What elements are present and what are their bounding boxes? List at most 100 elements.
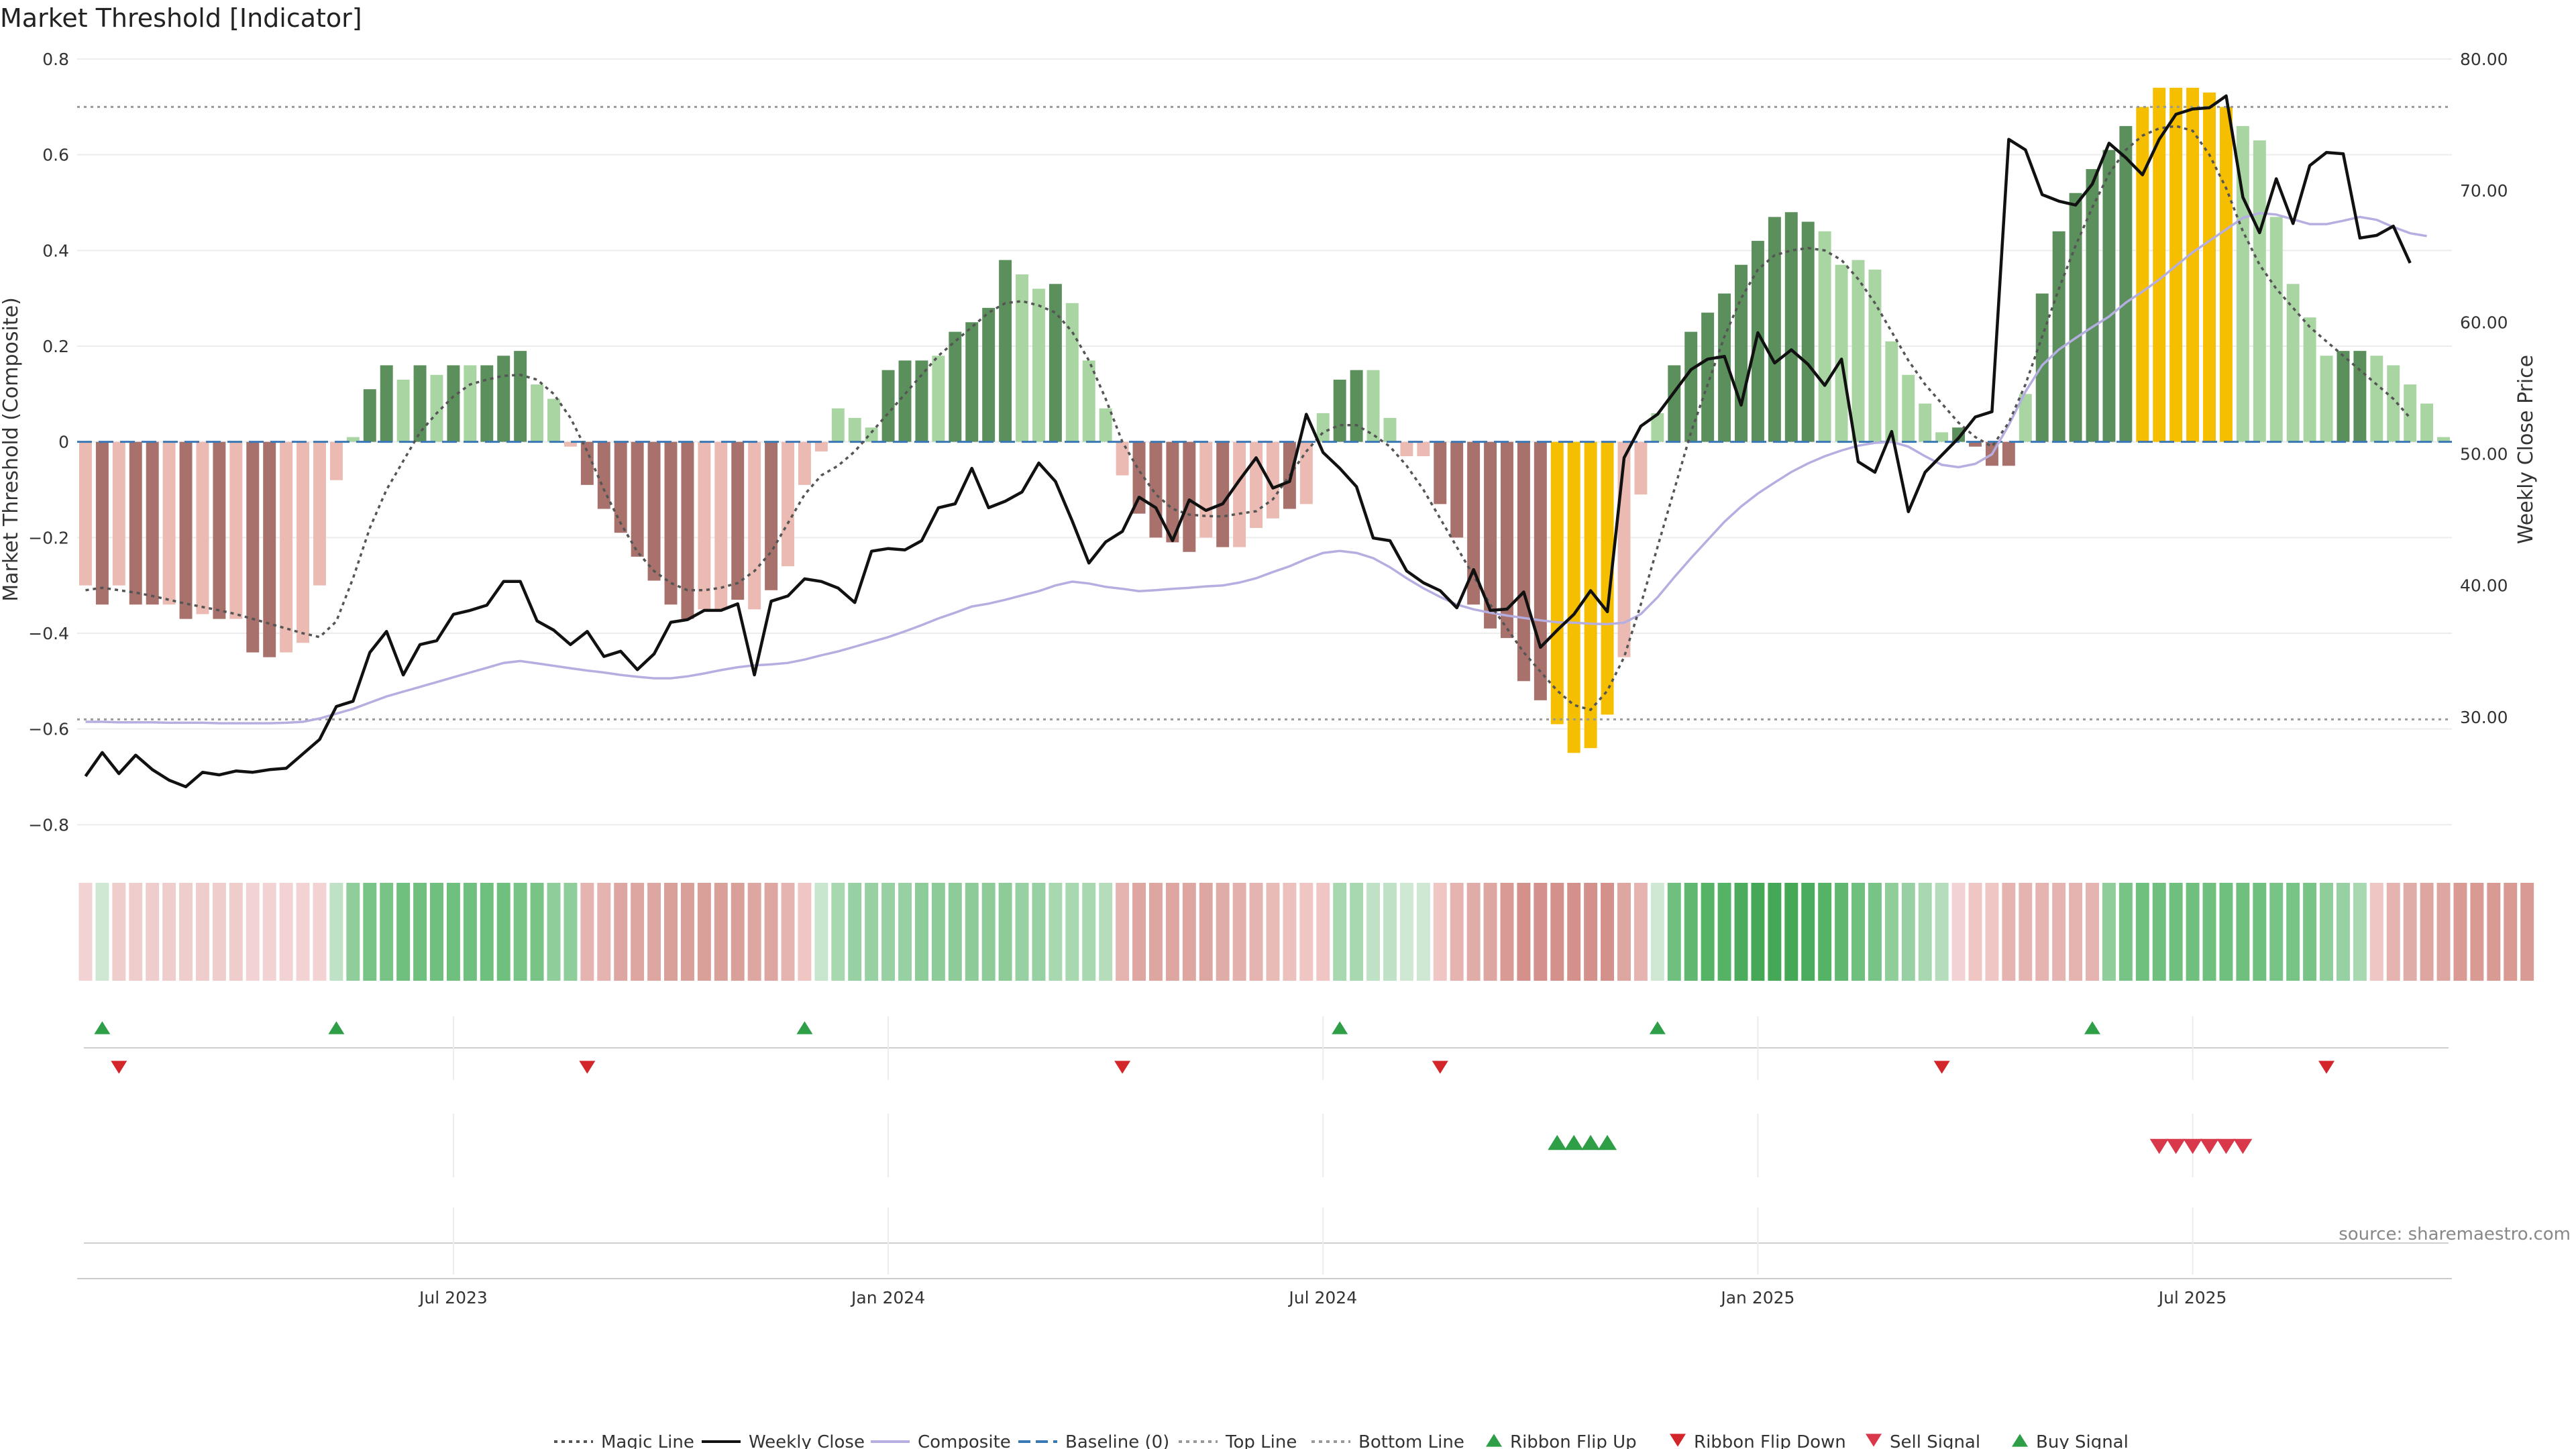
ribbon-cell	[914, 883, 928, 981]
ribbon-flip-up-marker	[328, 1021, 345, 1034]
sell-signal-marker	[2233, 1138, 2253, 1155]
magic-line	[85, 125, 2412, 712]
source-note: source: sharemaestro.com	[2339, 1224, 2571, 1244]
y-tick-left-label: −0.4	[28, 624, 69, 643]
composite-bar	[681, 441, 694, 619]
ribbon-cell	[2253, 883, 2267, 981]
y-tick-right-label: 30.00	[2460, 708, 2508, 727]
ribbon-cell	[2169, 883, 2183, 981]
composite-bar	[2069, 193, 2082, 442]
ribbon-cell	[731, 883, 745, 981]
ribbon-cell	[2118, 883, 2133, 981]
composite-bar	[2337, 351, 2350, 442]
ribbon-cell	[1015, 883, 1029, 981]
ribbon-cell	[2202, 883, 2216, 981]
ribbon-cell	[1116, 883, 1130, 981]
ribbon-cell	[547, 883, 561, 981]
composite-bar	[2219, 107, 2233, 442]
sell-signal-marker	[2183, 1138, 2202, 1155]
ribbon-cell	[2470, 883, 2484, 981]
composite-bar	[2186, 87, 2200, 442]
ribbon-cell	[496, 883, 511, 981]
y-tick-left-label: −0.2	[28, 528, 69, 547]
ribbon-cell	[1416, 883, 1430, 981]
composite-bar	[196, 441, 209, 614]
composite-bar	[1116, 441, 1129, 476]
ribbon-cell	[580, 883, 594, 981]
composite-bar	[2404, 384, 2417, 442]
ribbon-cell	[631, 883, 645, 981]
composite-bar	[1266, 441, 1279, 519]
composite-bar	[1316, 413, 1330, 442]
composite-bar	[1366, 370, 1380, 442]
composite-bar	[865, 427, 878, 442]
y-tick-left-label: 0.4	[42, 241, 69, 260]
ribbon-cell	[95, 883, 109, 981]
legend-label: Ribbon Flip Down	[1694, 1432, 1846, 1449]
composite-bar	[1065, 303, 1079, 442]
buy-signal-marker	[1548, 1134, 1567, 1150]
composite-bar	[246, 441, 260, 653]
composite-bar	[1400, 441, 1413, 457]
legend-label: Magic Line	[601, 1432, 694, 1449]
ribbon-cell	[363, 883, 377, 981]
composite-bar	[798, 441, 811, 485]
ribbon-cell	[1768, 883, 1782, 981]
composite-bar	[1885, 341, 1898, 442]
ribbon-flip-down-marker	[2318, 1061, 2335, 1074]
sell-signal-marker	[2216, 1138, 2236, 1155]
ribbon-cell	[2069, 883, 2083, 981]
composite-bar	[932, 356, 945, 442]
composite-bar	[2119, 125, 2133, 442]
ribbon-cell	[1399, 883, 1413, 981]
ribbon-flip-up-marker	[796, 1021, 813, 1034]
composite-bar	[2002, 441, 2015, 466]
ribbon-cell	[1918, 883, 1932, 981]
composite-bar	[1233, 441, 1246, 547]
composite-bar	[213, 441, 226, 619]
ribbon-flip-down-marker	[579, 1061, 596, 1074]
ribbon-cell	[146, 883, 160, 981]
legend-label: Top Line	[1225, 1432, 1297, 1449]
ribbon-cell	[1333, 883, 1347, 981]
ribbon-cell	[764, 883, 778, 981]
y-tick-left-label: 0.2	[42, 337, 69, 356]
x-tick-label: Jul 2024	[1287, 1288, 1357, 1307]
composite-bar	[1484, 441, 1497, 629]
ribbon-cell	[2219, 883, 2233, 981]
composite-bar	[664, 441, 678, 605]
composite-bar	[2387, 365, 2400, 442]
ribbon-cell	[781, 883, 795, 981]
composite-bar	[782, 441, 794, 567]
composite-bar	[1835, 264, 1848, 442]
composite-bar	[1149, 441, 1163, 538]
composite-bars	[78, 87, 2451, 753]
legend-marker	[1486, 1434, 1502, 1447]
ribbon-cell	[463, 883, 477, 981]
composite-bar	[480, 365, 494, 442]
buy-signal-marker	[1564, 1134, 1584, 1150]
composite-bar	[1784, 212, 1798, 442]
composite-bar	[1032, 288, 1045, 442]
composite-bar	[1166, 441, 1179, 543]
ribbon-cell	[1751, 883, 1765, 981]
composite-bar	[2370, 356, 2383, 442]
ribbon-cell	[262, 883, 276, 981]
composite-bar	[2019, 394, 2032, 442]
ribbon-cell	[112, 883, 126, 981]
ribbon-cell	[1148, 883, 1163, 981]
ribbon-cell	[714, 883, 728, 981]
chart-title: Market Threshold [Indicator]	[0, 3, 362, 33]
ribbon-cell	[1784, 883, 1799, 981]
ribbon-cell	[2320, 883, 2333, 981]
composite-bar	[631, 441, 644, 557]
ribbon-cell	[1935, 883, 1949, 981]
composite-bar	[1417, 441, 1430, 457]
legend-label: Buy Signal	[2036, 1432, 2129, 1449]
composite-bar	[447, 365, 460, 442]
legend-label: Baseline (0)	[1065, 1432, 1169, 1449]
composite-bar	[1935, 432, 1949, 442]
ribbon-cell	[2303, 883, 2317, 981]
ribbon-cell	[1667, 883, 1681, 981]
